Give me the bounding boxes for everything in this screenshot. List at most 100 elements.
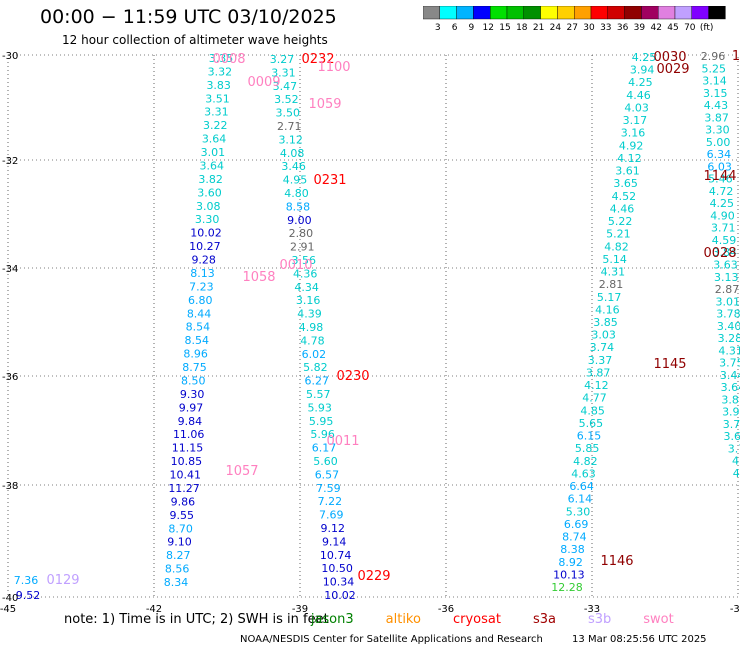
wave-height-label: 4.25 <box>710 197 735 210</box>
wave-height-label: 3.35 <box>209 52 234 65</box>
wave-height-label: 5.30 <box>566 505 591 518</box>
colorbar-label: 39 <box>634 23 646 33</box>
wave-height-label: 4.98 <box>299 321 324 334</box>
wave-height-label: 5.17 <box>597 291 622 304</box>
pass-time-label: 0030 <box>653 50 686 65</box>
wave-height-label: 3.71 <box>711 222 736 235</box>
wave-height-label: 3.81 <box>721 393 740 406</box>
wave-height-label: 4.16 <box>595 303 620 316</box>
x-tick-labels: -45 -42 -39 -36 -33 -30 <box>0 604 740 615</box>
wave-height-label: 3.17 <box>623 114 648 127</box>
wave-height-label: 6.03 <box>707 160 732 173</box>
wave-height-label: 6.15 <box>577 430 602 443</box>
wave-height-label: 4.31 <box>718 344 740 357</box>
wave-height-label: 4.03 <box>624 101 649 114</box>
colorbar-label: 45 <box>667 23 678 33</box>
note-text: note: 1) Time is in UTC; 2) SWH is in fe… <box>64 612 329 627</box>
wave-height-label: 9.12 <box>321 522 346 535</box>
wave-height-label: 3.44 <box>720 369 740 382</box>
wave-height-label: 7.23 <box>189 280 214 293</box>
wave-height-label: 3.03 <box>591 329 616 342</box>
wave-height-label: 5.85 <box>575 442 600 455</box>
wave-height-label: 5.14 <box>602 253 627 266</box>
wave-height-label: 3.22 <box>203 119 228 132</box>
pass-time-label: 0229 <box>357 569 390 584</box>
wave-height-label: 6.14 <box>568 493 593 506</box>
satellite-legend-cryosat: cryosat <box>452 612 501 627</box>
wave-height-label: 8.13 <box>190 267 215 280</box>
wave-height-label: 8.58 <box>286 200 311 213</box>
wave-height-label: 3.08 <box>196 200 221 213</box>
pass-time-label: 1100 <box>317 60 350 75</box>
pass-time-label: 0028 <box>703 246 736 261</box>
wave-height-label: 3.32 <box>208 65 233 78</box>
wave-height-label: 5.95 <box>309 415 334 428</box>
wave-height-label: 3.87 <box>704 111 729 124</box>
wave-height-label: 3.75 <box>719 357 740 370</box>
wave-height-label: 10.13 <box>553 568 585 581</box>
wave-height-label: 11.06 <box>173 428 205 441</box>
wave-height-label: 8.44 <box>187 307 212 320</box>
wave-height-label: 6.69 <box>564 518 589 531</box>
wave-height-label: 5.57 <box>306 388 331 401</box>
wave-height-label: 8.74 <box>562 531 587 544</box>
wave-height-label: 4.95 <box>283 174 308 187</box>
pass-time-label: 1058 <box>242 270 275 285</box>
wave-height-label: 3.46 <box>281 160 306 173</box>
wave-height-label: 2.81 <box>599 278 624 291</box>
wave-height-label: 5.60 <box>313 455 338 468</box>
colorbar-label: 3 <box>435 23 441 33</box>
wave-height-label: 10.02 <box>190 227 222 240</box>
wave-height-label: 2.91 <box>290 241 315 254</box>
wave-height-label: 3.15 <box>703 87 728 100</box>
wave-height-label: 8.56 <box>165 563 190 576</box>
wave-height-label: 2.71 <box>277 120 302 133</box>
colorbar-label: 42 <box>650 23 661 33</box>
wave-height-label: 4.34 <box>294 281 319 294</box>
wave-height-label: 8.96 <box>183 348 208 361</box>
wave-height-label: 3.85 <box>593 316 618 329</box>
wave-height-label: 7.69 <box>319 509 344 522</box>
wave-height-label: 6.34 <box>707 148 732 161</box>
wave-height-label: 9.84 <box>178 415 203 428</box>
wave-height-label: 3.12 <box>278 133 303 146</box>
wave-height-label: 6.80 <box>188 294 213 307</box>
wave-height-label: 3.63 <box>713 259 738 272</box>
wave-height-label: 4.43 <box>704 99 729 112</box>
wave-height-label: 3.50 <box>276 107 301 120</box>
credit-text: NOAA/NESDIS Center for Satellite Applica… <box>240 634 543 645</box>
wave-height-label: 5.93 <box>307 401 332 414</box>
wave-height-label: 9.14 <box>322 535 347 548</box>
wave-height-label: 8.92 <box>558 556 583 569</box>
satellite-legend-altiko: altiko <box>385 612 421 627</box>
wave-height-label: 7.59 <box>316 482 341 495</box>
wave-height-label: 5.00 <box>706 136 731 149</box>
wave-height-label: 8.27 <box>166 549 191 562</box>
wave-height-label: 4.63 <box>571 467 596 480</box>
wave-height-label: 8.54 <box>185 334 210 347</box>
wave-height-label: 11.15 <box>172 442 204 455</box>
wave-height-label: 3.14 <box>702 75 727 88</box>
wave-height-label: 3.64 <box>721 381 740 394</box>
colorbar-label: 36 <box>617 23 629 33</box>
wave-height-label: 4.39 <box>297 308 322 321</box>
wave-height-label: 3.98 <box>722 406 740 419</box>
wave-height-label: 2.87 <box>715 283 740 296</box>
pass-time-label: 1057 <box>225 464 258 479</box>
wave-height-label: 9.52 <box>16 589 41 602</box>
wave-height-label: 3.30 <box>705 124 730 137</box>
wave-height-label: 9.86 <box>171 495 196 508</box>
y-tick-label: -40 <box>2 593 18 604</box>
wave-height-label: 4.36 <box>293 267 318 280</box>
wave-height-label: 7.36 <box>14 574 39 587</box>
wave-height-label: 4.46 <box>626 89 651 102</box>
wave-height-label: 5.25 <box>701 62 726 75</box>
wave-height-label: 11.27 <box>168 482 200 495</box>
pass-time-label: 0231 <box>313 173 346 188</box>
y-tick-labels: -30 -32 -34 -36 -38 -40 <box>2 51 18 604</box>
wave-height-label: 4.52 <box>612 190 637 203</box>
wave-height-label: 6.64 <box>569 480 594 493</box>
y-tick-label: -38 <box>2 481 18 492</box>
wave-height-label: 12.28 <box>551 581 583 594</box>
